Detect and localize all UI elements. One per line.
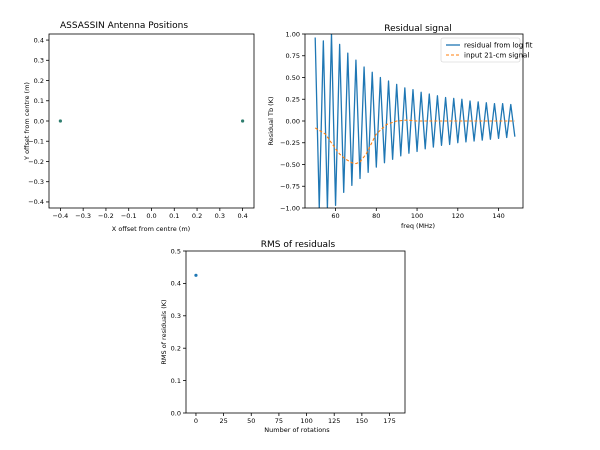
x-tick-label: 125 xyxy=(328,417,340,425)
x-tick-label: −0.2 xyxy=(98,212,114,220)
x-tick-label: 140 xyxy=(492,212,504,220)
legend-box xyxy=(440,37,521,63)
x-tick-label: 75 xyxy=(275,417,283,425)
y-tick-label: −0.50 xyxy=(280,161,300,169)
x-tick-label: 0.0 xyxy=(146,212,156,220)
y-tick-label: −0.75 xyxy=(280,183,300,191)
rms-plot-ticks: 0 25 50 75 100 125 150 175 0.5 0.4 0.3 0.2 0.1 0.0 xyxy=(171,247,396,425)
residual-signal-plot: Residual signal 60 80 100 120 140 1.00 0.75 0.5… xyxy=(267,24,533,230)
antenna-plot-xlabel: X offset from centre (m) xyxy=(112,225,190,233)
x-tick-label: −0.3 xyxy=(75,212,91,220)
x-tick-label: 50 xyxy=(247,417,255,425)
x-tick-label: −0.1 xyxy=(121,212,137,220)
y-tick-label: −0.3 xyxy=(28,178,44,186)
y-tick-label: −0.25 xyxy=(280,139,300,147)
y-tick-label: 0.75 xyxy=(286,52,300,60)
antenna-positions-plot: ASSASSIN Antenna Positions −0.4 −0.3 −0.2−… xyxy=(23,21,255,233)
x-tick-label: 175 xyxy=(383,417,395,425)
x-tick-label: 150 xyxy=(356,417,368,425)
residual-plot-frame xyxy=(304,33,524,209)
x-tick-label: 0.3 xyxy=(215,212,225,220)
y-tick-label: 0.1 xyxy=(171,377,181,385)
x-tick-label: 0.1 xyxy=(169,212,179,220)
legend-label-input-signal: input 21-cm signal xyxy=(464,52,529,60)
residual-plot-xlabel: freq (MHz) xyxy=(401,222,435,230)
antenna-plot-ylabel: Y offset from centre (m) xyxy=(23,82,31,161)
x-tick-label: 120 xyxy=(452,212,464,220)
y-tick-label: 0.4 xyxy=(171,280,181,288)
rms-plot-xlabel: Number of rotations xyxy=(264,426,330,434)
data-point xyxy=(58,119,62,123)
data-point xyxy=(241,119,245,123)
x-tick-label: 80 xyxy=(372,212,380,220)
y-tick-label: 0.0 xyxy=(34,117,44,125)
rms-plot-frame xyxy=(185,250,406,414)
antenna-plot-ticks: −0.4 −0.3 −0.2 −0.1 0.0 0.1 0.2 0.3 0.4 0.4 0.3 0.2… xyxy=(28,36,248,220)
rms-plot-marks xyxy=(194,273,198,277)
antenna-plot-title: ASSASSIN Antenna Positions xyxy=(60,21,188,31)
y-tick-label: −0.4 xyxy=(28,198,44,206)
y-tick-label: 0.25 xyxy=(286,96,300,104)
y-tick-label: −1.00 xyxy=(280,204,300,212)
y-tick-label: 1.00 xyxy=(286,30,300,38)
y-tick-label: 0.5 xyxy=(171,247,181,255)
y-tick-label: 0.4 xyxy=(34,36,44,44)
legend-label-residual: residual from log fit xyxy=(464,42,533,50)
rms-residuals-plot: RMS of residuals 0 25 50 75 100 125 150 1750.50… xyxy=(160,240,406,434)
residual-plot-marks xyxy=(314,34,516,208)
y-tick-label: 0.2 xyxy=(171,345,181,353)
y-tick-label: 0.3 xyxy=(34,57,44,65)
x-tick-label: 25 xyxy=(219,417,227,425)
rms-plot-ylabel: RMS of residuals (K) xyxy=(160,299,168,364)
y-tick-label: 0.00 xyxy=(286,117,300,125)
y-tick-label: −0.1 xyxy=(28,138,44,146)
x-tick-label: 0.4 xyxy=(237,212,247,220)
y-tick-label: 0.0 xyxy=(171,409,181,417)
antenna-plot-marks xyxy=(58,119,245,123)
y-tick-label: 0.50 xyxy=(286,74,300,82)
x-tick-label: 0.2 xyxy=(192,212,202,220)
x-tick-label: 0 xyxy=(194,417,198,425)
y-tick-label: 0.3 xyxy=(171,312,181,320)
residual-plot-legend: residual from log fit input 21-cm signal xyxy=(440,37,533,63)
x-tick-label: −0.4 xyxy=(52,212,68,220)
antenna-plot-frame xyxy=(48,33,255,209)
x-tick-label: 100 xyxy=(411,212,423,220)
y-tick-label: 0.1 xyxy=(34,97,44,105)
y-tick-label: 0.2 xyxy=(34,77,44,85)
residual-plot-ylabel: Residual Tb (K) xyxy=(267,96,275,145)
x-tick-label: 60 xyxy=(331,212,339,220)
residual-plot-ticks: 60 80 100 120 140 1.00 0.75 0.50 0.25 0.00 −0.25 −0… xyxy=(280,30,505,220)
x-tick-label: 100 xyxy=(300,417,312,425)
rms-plot-title: RMS of residuals xyxy=(261,240,336,250)
data-point xyxy=(194,273,198,277)
series-line-input-signal xyxy=(314,119,515,165)
residual-plot-title: Residual signal xyxy=(384,24,452,34)
y-tick-label: −0.2 xyxy=(28,158,44,166)
